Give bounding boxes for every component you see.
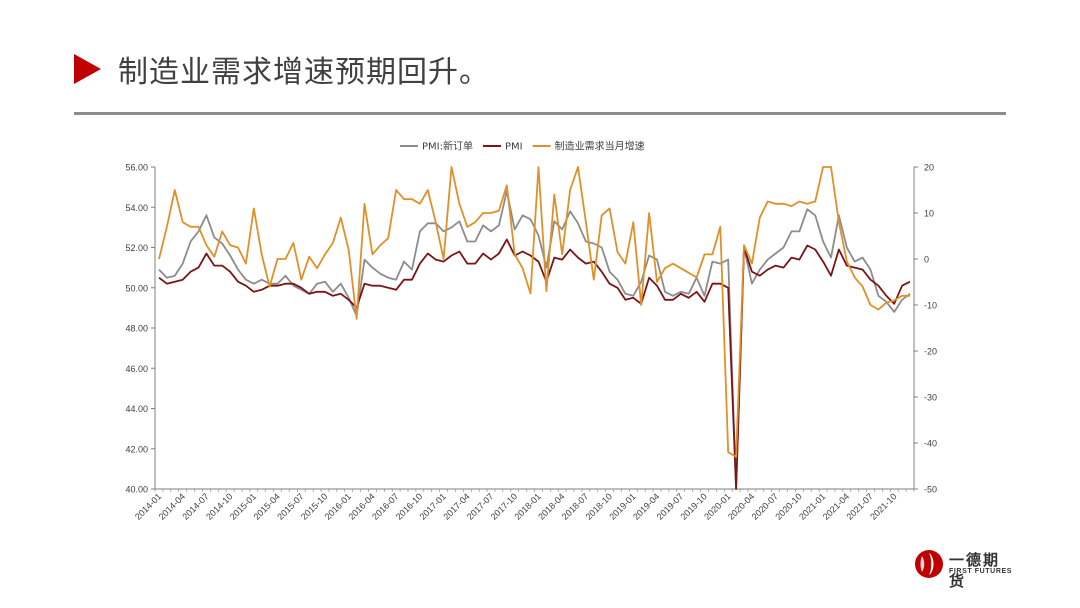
y-left-tick-label: 40.00: [125, 485, 148, 495]
y-left-tick-label: 50.00: [125, 283, 148, 293]
y-left-tick-label: 48.00: [125, 324, 148, 334]
page-title: 制造业需求增速预期回升。: [118, 55, 490, 90]
y-right-tick-label: -40: [924, 439, 937, 449]
y-left-tick-label: 56.00: [125, 163, 148, 173]
legend-label-3: 制造业需求当月增速: [555, 140, 645, 153]
y-right-tick-label: 10: [924, 209, 934, 219]
brand-logo-icon: [915, 550, 943, 578]
y-right-tick-label: -20: [924, 347, 937, 357]
y-right-tick-label: -10: [924, 301, 937, 311]
title-bar: 制造业需求增速预期回升。: [0, 0, 1080, 120]
series-line-2: [158, 238, 911, 490]
y-right-tick-label: 0: [924, 255, 929, 265]
brand-logo: 一德期货 FIRST FUTURES: [913, 548, 1013, 590]
series-line-3: [158, 166, 910, 458]
title-divider: [74, 112, 1006, 115]
legend-label-1: PMI:新订单: [422, 140, 473, 153]
y-left-tick-label: 46.00: [125, 364, 148, 374]
y-left-tick-label: 54.00: [125, 203, 148, 213]
y-left-tick-label: 44.00: [125, 404, 148, 414]
y-right-tick-label: -30: [924, 393, 937, 403]
brand-name-cn: 一德期货: [949, 551, 1001, 590]
y-right-tick-label: 20: [924, 163, 934, 173]
title-arrow-icon: [74, 54, 101, 84]
y-left-tick-label: 42.00: [125, 444, 148, 454]
y-left-tick-label: 52.00: [125, 243, 148, 253]
y-right-tick-label: -50: [924, 485, 937, 495]
legend-label-2: PMI: [505, 142, 523, 153]
brand-name-en: FIRST FUTURES: [949, 568, 1013, 575]
x-tick-label: 2021-10: [868, 491, 898, 521]
